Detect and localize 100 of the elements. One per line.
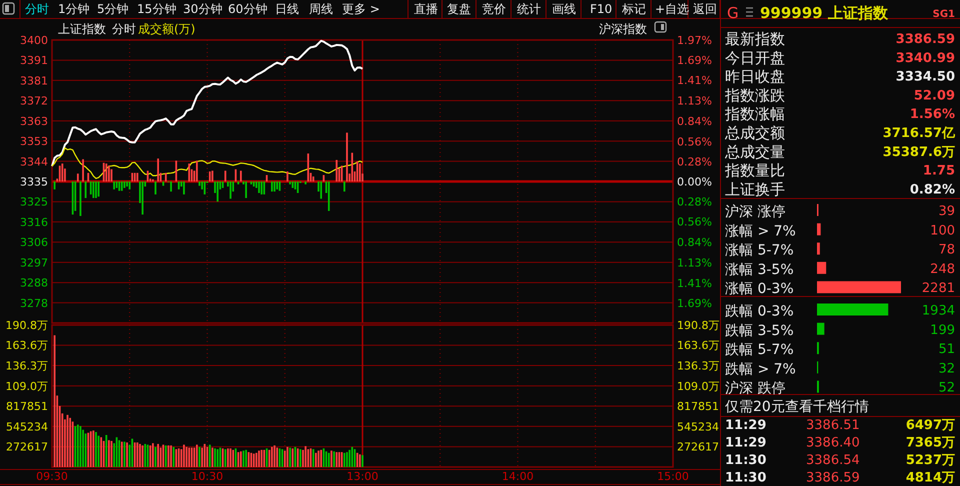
text: 3716.57亿	[882, 126, 956, 141]
y2-tick-label: 0.84%	[677, 115, 712, 128]
text: 3386.54	[806, 453, 860, 468]
text: 3386.40	[806, 436, 860, 450]
y2-tick-label: 1.41%	[677, 276, 712, 290]
text: 总成交量	[724, 142, 785, 161]
text: 35387.6万	[882, 144, 955, 160]
bar	[817, 223, 821, 236]
text: 标记	[621, 2, 646, 16]
text: 60分钟	[228, 2, 268, 16]
y2-tick-label: 545234	[677, 420, 719, 434]
data-label: 248	[930, 262, 955, 277]
data-label: 100	[930, 223, 955, 238]
y-tick-label: 3278	[20, 296, 48, 310]
text: 复盘	[447, 2, 471, 16]
text: 1.75	[922, 164, 955, 179]
y-tick-label: 跌幅 0-3%	[725, 304, 794, 320]
text: 109.0万	[677, 380, 720, 393]
y-tick-label: 3381	[20, 74, 48, 88]
y3-tick-label: 109.0万	[6, 380, 48, 393]
text: 指数量比	[724, 162, 785, 180]
y-tick-label: 3344	[20, 155, 48, 168]
data-label: 78	[938, 242, 955, 258]
y-tick-label: 3288	[20, 276, 48, 290]
bar	[817, 281, 901, 294]
data-label: 39	[938, 204, 955, 219]
text: 11:29	[725, 418, 766, 433]
y-tick-label: 272617	[6, 440, 48, 454]
y2-tick-label: 0.56%	[677, 216, 712, 229]
y-tick-label: 3363	[20, 114, 48, 128]
text: 昨日收盘	[725, 68, 785, 86]
y2-tick-label: 0.84%	[677, 236, 712, 249]
text: 分时	[25, 2, 49, 16]
text: 日线	[275, 2, 299, 16]
x-tick-label: 10:30	[191, 470, 224, 483]
y-tick-label: 涨幅 3-5%	[725, 262, 794, 278]
y-tick-label: 涨幅 5-7%	[725, 242, 794, 259]
y-tick-label: 3400	[20, 34, 48, 47]
text: 52.09	[914, 88, 955, 104]
text: 统计	[517, 2, 541, 16]
y2-tick-label: 1.13%	[677, 94, 712, 108]
bar	[817, 304, 888, 316]
text: 3386.51	[806, 418, 860, 433]
text: 163.6万	[677, 339, 720, 352]
text: 直播	[414, 2, 438, 16]
text: 1.56%	[910, 107, 955, 122]
text: 136.3万	[677, 360, 720, 373]
y2-tick-label: 0.28%	[677, 196, 712, 209]
y-tick-label: 3306	[20, 236, 48, 250]
y-tick-label: 跌幅 5-7%	[725, 342, 794, 358]
y2-tick-label: 1.41%	[677, 74, 712, 88]
text: 总成交额	[724, 124, 785, 142]
text: 沪深指数	[599, 22, 647, 36]
text: 999999 上证指数	[760, 4, 889, 22]
text: 周线	[309, 2, 333, 16]
text: 指数涨跌	[724, 86, 785, 104]
text: 3386.59	[896, 32, 955, 47]
text: 画线	[552, 2, 576, 16]
text: 返回	[693, 2, 717, 16]
text: 上证换手	[725, 180, 785, 198]
text: 190.8万	[677, 319, 720, 332]
text: 4814万	[906, 470, 955, 486]
text: 11:30	[725, 453, 766, 468]
text: 11:30	[725, 470, 766, 486]
data-label: 2281	[922, 281, 955, 296]
y2-tick-label: 1.69%	[677, 54, 712, 68]
bar	[817, 242, 820, 255]
text: 分时	[112, 22, 136, 36]
x-tick-label: 14:00	[502, 470, 534, 483]
text: 3340.99	[896, 50, 955, 66]
y-tick-label: 沪深 涨停	[725, 204, 786, 220]
text: SG1	[932, 9, 956, 20]
text: 指数涨幅	[724, 105, 785, 124]
y3-tick-label: 136.3万	[6, 360, 48, 373]
y2-tick-label: 0.56%	[677, 135, 712, 148]
text: 1分钟	[58, 2, 90, 16]
text: 5237万	[906, 453, 955, 468]
x-tick-label: 15:00	[657, 470, 689, 483]
x-tick-label: 13:00	[346, 470, 378, 483]
text: 7365万	[906, 436, 955, 450]
annotation: 仅需20元查看千档行情	[725, 399, 869, 415]
text: 最新指数	[725, 30, 785, 48]
y-tick-label: 545234	[6, 420, 48, 434]
data-label: 51	[938, 342, 955, 358]
text: 今日开盘	[725, 48, 785, 67]
text: 6497万	[906, 418, 955, 433]
data-label: 52	[938, 380, 955, 396]
y3-tick-label: 163.6万	[6, 339, 48, 352]
y-tick-label: 沪深 跌停	[725, 380, 786, 397]
bar	[817, 262, 826, 274]
y-tick-label: 3372	[20, 94, 48, 108]
y-tick-label: 3297	[20, 256, 48, 270]
data-label: 199	[930, 322, 955, 338]
bar	[817, 322, 824, 335]
y-tick-label: 3316	[20, 216, 48, 229]
x-tick-label: 09:30	[36, 470, 68, 483]
y-tick-label: 817851	[6, 400, 48, 414]
y-tick-label: 跌幅 > 7%	[725, 361, 796, 378]
y-tick-label: 3353	[20, 135, 48, 148]
text: 5分钟	[97, 2, 129, 16]
